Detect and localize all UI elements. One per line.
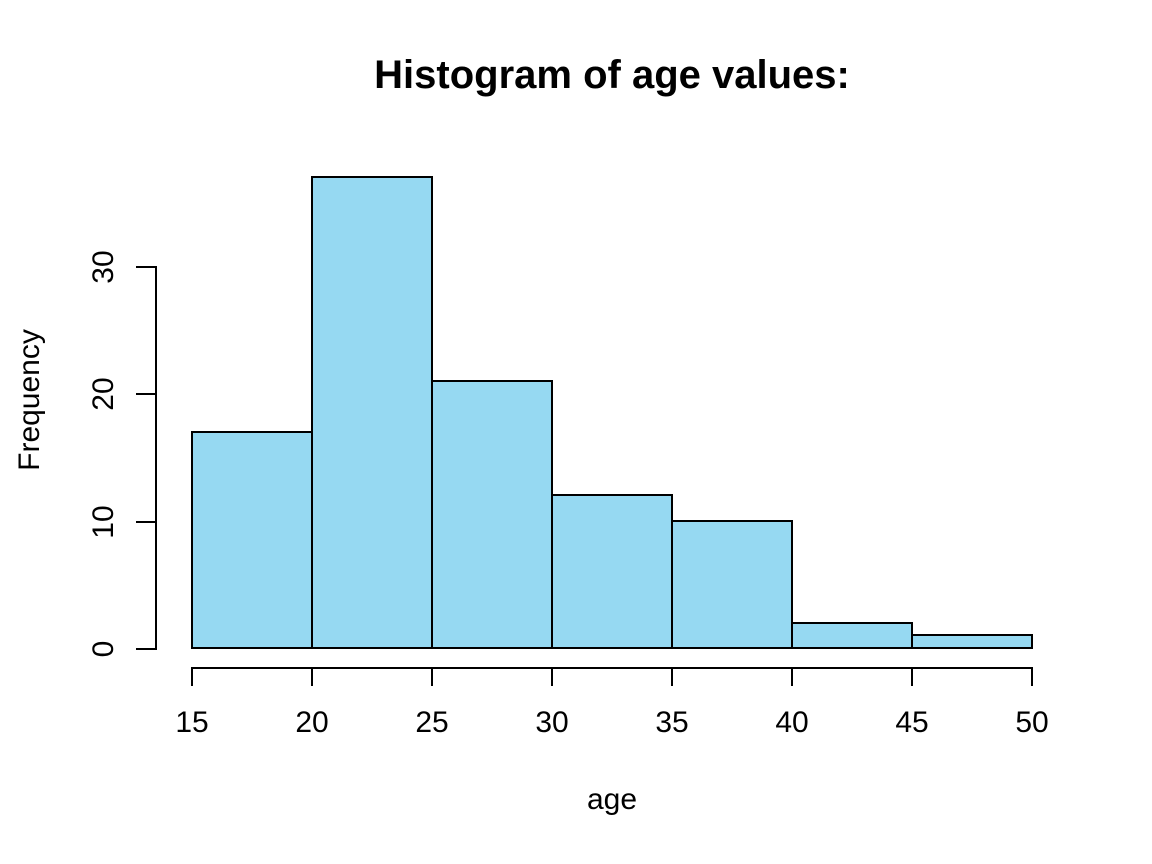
- histogram-bar: [311, 175, 433, 649]
- y-tick-label: 10: [87, 504, 120, 539]
- x-axis-line: [191, 667, 1033, 669]
- y-tick-label: 0: [87, 640, 120, 658]
- histogram-bar: [911, 634, 1033, 649]
- x-tick-label: 25: [415, 706, 449, 739]
- histogram-bar: [671, 519, 793, 649]
- histogram-bar: [551, 494, 673, 649]
- x-tick: [791, 667, 793, 686]
- x-tick-label: 35: [655, 706, 689, 739]
- y-tick: [136, 393, 155, 396]
- x-tick: [191, 667, 193, 686]
- x-tick-label: 15: [175, 706, 209, 739]
- x-tick: [1031, 667, 1033, 686]
- y-axis-line: [155, 266, 157, 650]
- x-tick-label: 20: [295, 706, 329, 739]
- x-tick: [551, 667, 553, 686]
- histogram-bar: [191, 430, 313, 649]
- x-tick: [911, 667, 913, 686]
- histogram-bar: [791, 621, 913, 649]
- x-tick-label: 50: [1015, 706, 1049, 739]
- x-axis-label: age: [586, 783, 638, 816]
- y-tick-label: 30: [87, 250, 120, 284]
- chart-title: Histogram of age values:: [374, 53, 850, 97]
- y-tick: [136, 266, 155, 268]
- y-tick: [136, 648, 155, 650]
- y-tick-label: 20: [87, 377, 120, 412]
- x-tick: [311, 667, 313, 686]
- x-tick: [671, 667, 673, 686]
- y-axis-label: Frequency: [13, 329, 46, 471]
- x-tick: [431, 667, 433, 686]
- y-tick: [136, 520, 155, 523]
- x-tick-label: 30: [535, 706, 569, 739]
- histogram-bar: [431, 379, 553, 649]
- x-tick-label: 40: [775, 706, 809, 739]
- x-tick-label: 45: [895, 706, 929, 739]
